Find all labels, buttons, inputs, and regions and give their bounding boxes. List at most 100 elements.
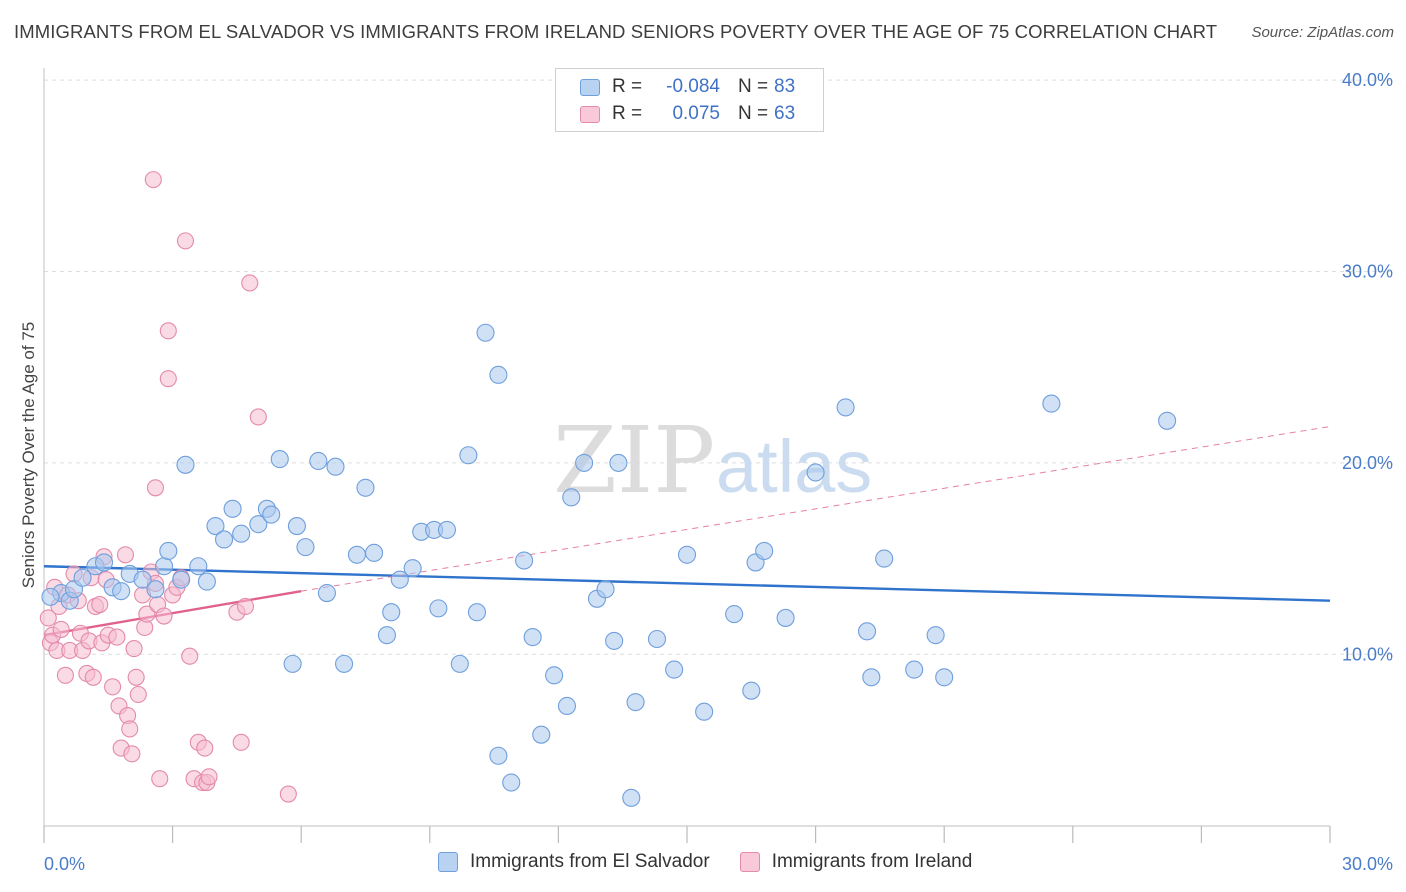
data-point-el-salvador <box>450 654 469 673</box>
data-point-el-salvador <box>725 605 744 624</box>
data-point-ireland <box>84 668 102 686</box>
data-point-el-salvador <box>347 545 366 564</box>
data-point-el-salvador <box>665 660 684 679</box>
legend-swatch-pink <box>739 852 760 872</box>
legend-n-value: 63 <box>774 103 796 124</box>
data-point-el-salvador <box>502 773 521 792</box>
data-point-ireland <box>127 668 145 686</box>
data-point-el-salvador <box>176 455 195 474</box>
data-point-el-salvador <box>172 570 191 589</box>
data-point-el-salvador <box>806 463 825 482</box>
data-point-el-salvador <box>232 524 251 543</box>
data-point-ireland <box>116 546 134 564</box>
data-point-el-salvador <box>326 457 345 476</box>
data-point-el-salvador <box>197 572 216 591</box>
y-tick-label: 30.0% <box>1342 262 1393 282</box>
data-point-ireland <box>159 370 177 388</box>
data-point-el-salvador <box>41 587 60 606</box>
data-point-el-salvador <box>776 608 795 627</box>
y-tick-label: 40.0% <box>1342 70 1393 90</box>
data-point-el-salvador <box>459 446 478 465</box>
watermark: ZIP atlas <box>553 407 872 514</box>
data-point-el-salvador <box>365 543 384 562</box>
data-point-el-salvador <box>857 622 877 641</box>
data-point-el-salvador <box>596 580 615 599</box>
data-point-el-salvador <box>742 681 761 700</box>
legend-swatch-blue <box>438 852 458 872</box>
data-point-ireland <box>138 605 156 623</box>
legend-n-label: N = <box>738 103 769 124</box>
data-point-ireland <box>151 770 169 788</box>
data-point-el-salvador <box>206 517 225 536</box>
data-point-el-salvador <box>146 580 165 599</box>
data-point-ireland <box>176 232 195 250</box>
grid-lines <box>44 79 1392 655</box>
data-point-el-salvador <box>223 499 242 518</box>
data-point-el-salvador <box>622 788 641 807</box>
y-tick-label: 20.0% <box>1342 453 1393 473</box>
data-point-ireland <box>104 678 122 696</box>
data-point-el-salvador <box>356 478 375 497</box>
data-point-el-salvador <box>605 631 624 650</box>
data-point-ireland <box>125 640 143 658</box>
data-point-el-salvador <box>926 626 945 645</box>
legend-label-ireland: Immigrants from Ireland <box>771 851 973 872</box>
data-point-ireland <box>52 620 70 638</box>
legend-item-ireland: Immigrants from Ireland <box>739 851 973 873</box>
data-point-el-salvador <box>154 557 174 576</box>
data-point-ireland <box>232 733 250 751</box>
trend-line-ireland-extended <box>301 426 1331 592</box>
data-point-el-salvador <box>377 626 396 645</box>
data-point-ireland <box>155 607 173 625</box>
data-point-el-salvador <box>382 603 401 622</box>
data-point-el-salvador <box>73 568 92 587</box>
data-point-el-salvador <box>159 541 178 560</box>
data-point-el-salvador <box>403 559 422 578</box>
data-point-el-salvador <box>189 557 208 576</box>
data-point-el-salvador <box>296 538 315 557</box>
data-point-el-salvador <box>214 530 234 549</box>
data-point-el-salvador <box>905 660 924 679</box>
data-point-el-salvador <box>467 603 487 622</box>
data-point-ireland <box>39 609 57 627</box>
data-point-el-salvador <box>437 520 456 539</box>
data-point-el-salvador <box>283 654 302 673</box>
data-point-ireland <box>196 739 214 757</box>
x-tick-label: 0.0% <box>44 854 85 874</box>
data-point-el-salvador <box>94 553 114 572</box>
data-point-el-salvador <box>489 365 508 384</box>
data-point-el-salvador <box>935 668 954 687</box>
data-point-el-salvador <box>249 515 268 534</box>
data-point-el-salvador <box>562 488 581 507</box>
data-point-ireland <box>181 647 199 665</box>
series-el-salvador-points <box>41 323 1177 807</box>
data-point-el-salvador <box>626 693 645 712</box>
data-point-el-salvador <box>532 725 551 744</box>
data-point-el-salvador <box>317 584 336 603</box>
data-point-ireland <box>241 274 259 292</box>
data-point-ireland <box>249 408 267 426</box>
trend-line-el-salvador <box>43 565 1331 602</box>
data-point-el-salvador <box>1042 394 1061 413</box>
data-point-el-salvador <box>862 668 881 687</box>
data-point-el-salvador <box>133 570 152 589</box>
data-point-el-salvador <box>287 517 306 536</box>
data-point-el-salvador <box>677 545 697 564</box>
legend-r-label: R = <box>612 76 643 97</box>
data-point-el-salvador <box>557 696 577 716</box>
data-point-el-salvador <box>390 570 409 589</box>
legend-swatch-pink <box>580 105 600 123</box>
data-point-el-salvador <box>515 551 534 570</box>
data-point-el-salvador <box>1158 411 1177 430</box>
data-point-ireland <box>123 745 141 763</box>
chart-title: IMMIGRANTS FROM EL SALVADOR VS IMMIGRANT… <box>14 21 1218 42</box>
data-point-el-salvador <box>575 453 594 472</box>
legend-r-value: -0.084 <box>666 76 720 97</box>
x-tick-label: 30.0% <box>1342 854 1393 874</box>
data-point-el-salvador <box>875 549 894 568</box>
data-point-el-salvador <box>545 666 564 685</box>
data-point-ireland <box>129 685 147 704</box>
legend-swatch-blue <box>580 78 600 96</box>
data-point-el-salvador <box>270 450 289 469</box>
